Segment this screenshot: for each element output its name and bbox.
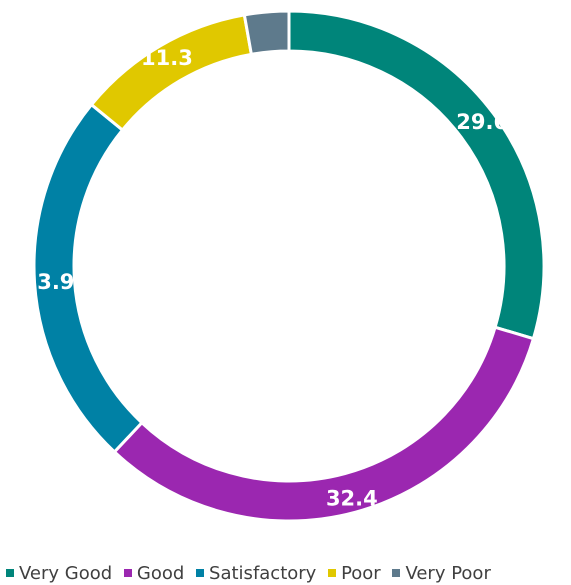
slice-good bbox=[112, 325, 536, 523]
data-labels: 29.6 32.4 23.9 11.3 bbox=[23, 46, 508, 510]
data-label-good: 32.4 bbox=[326, 487, 378, 511]
donut-slices bbox=[32, 9, 546, 523]
slice-poor bbox=[89, 13, 254, 133]
slice-very-good bbox=[287, 9, 546, 341]
chart-legend: Very Good Good Satisfactory Poor Very Po… bbox=[6, 562, 571, 585]
legend-label-good: Good bbox=[136, 563, 185, 584]
legend-item-good: Good bbox=[123, 562, 185, 585]
legend-label-satisfactory: Satisfactory bbox=[209, 563, 317, 584]
data-label-very-good: 29.6 bbox=[456, 110, 508, 134]
data-label-satisfactory: 23.9 bbox=[23, 270, 75, 294]
data-label-poor: 11.3 bbox=[141, 46, 193, 70]
legend-swatch-good bbox=[123, 569, 132, 577]
legend-label-poor: Poor bbox=[341, 563, 381, 584]
legend-label-very-good: Very Good bbox=[19, 563, 113, 584]
legend-item-very-good: Very Good bbox=[6, 562, 112, 585]
legend-item-satisfactory: Satisfactory bbox=[196, 562, 316, 585]
legend-label-very-poor: Very Poor bbox=[405, 563, 491, 584]
legend-swatch-very-poor bbox=[392, 569, 401, 577]
slice-very-poor bbox=[242, 9, 291, 57]
legend-item-poor: Poor bbox=[328, 562, 381, 585]
legend-item-very-poor: Very Poor bbox=[392, 562, 491, 585]
legend-swatch-very-good bbox=[6, 569, 14, 577]
legend-swatch-satisfactory bbox=[196, 569, 205, 577]
legend-swatch-poor bbox=[328, 569, 337, 577]
